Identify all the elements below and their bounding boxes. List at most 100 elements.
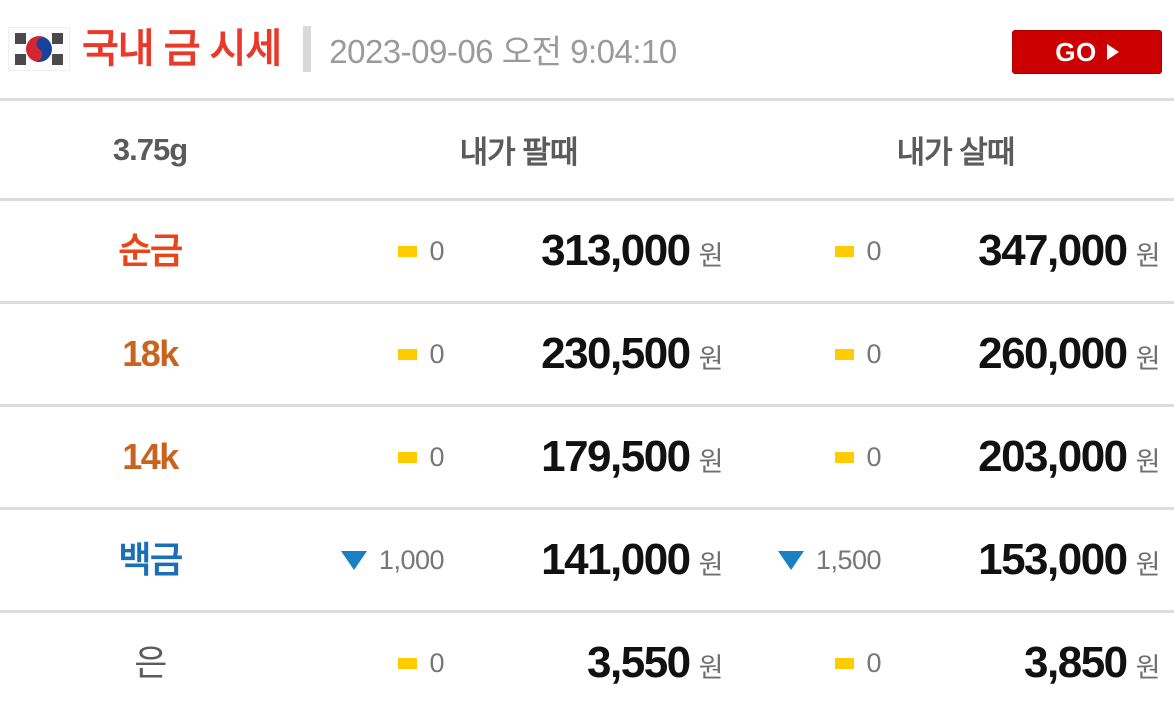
- price-value-sell: 179,500: [541, 432, 691, 481]
- price-unit-sell: 원: [698, 653, 724, 683]
- table-row[interactable]: 백금 1,000 141,000 원 1,500 153,000 원: [0, 510, 1174, 610]
- price-group-buy: 347,000 원: [887, 226, 1174, 276]
- change-group-sell: 0: [300, 339, 450, 370]
- cell-buy: 1,500 153,000 원: [737, 535, 1174, 585]
- cell-buy: 0 347,000 원: [737, 226, 1174, 276]
- change-value-buy: 0: [866, 235, 881, 266]
- table-row[interactable]: 순금 0 313,000 원 0 347,000 원: [0, 201, 1174, 301]
- cell-buy: 0 203,000 원: [737, 432, 1174, 482]
- price-value-sell: 3,550: [587, 638, 691, 687]
- price-value-buy: 347,000: [978, 226, 1128, 275]
- table-row[interactable]: 18k 0 230,500 원 0 260,000 원: [0, 304, 1174, 404]
- header-divider: [303, 26, 312, 72]
- change-group-buy: 1,500: [737, 545, 887, 576]
- header-title-group: 국내 금 시세 2023-09-06 오전 9:04:10: [8, 0, 677, 98]
- row-label: 18k: [122, 333, 179, 374]
- change-group-sell: 0: [300, 648, 450, 679]
- row-label: 14k: [122, 436, 179, 477]
- column-header-unit-label: 3.75g: [112, 131, 188, 167]
- flag-trigram-top-left: [15, 33, 26, 44]
- price-unit-buy: 원: [1135, 550, 1161, 580]
- go-button-label: GO: [1055, 37, 1097, 67]
- change-value-sell: 0: [429, 235, 444, 266]
- price-value-buy: 3,850: [1024, 638, 1128, 687]
- change-value-sell: 0: [429, 338, 444, 369]
- cell-sell: 0 179,500 원: [300, 432, 737, 482]
- row-label-cell: 은: [0, 645, 300, 681]
- change-flat-icon: [398, 657, 418, 669]
- column-header-buy: 내가 살때: [737, 127, 1174, 172]
- go-button[interactable]: GO: [1012, 30, 1162, 74]
- flag-trigram-bottom-right: [52, 54, 63, 65]
- price-group-sell: 179,500 원: [450, 432, 737, 482]
- change-flat-icon: [835, 245, 855, 257]
- change-flat-icon: [398, 245, 418, 257]
- column-header-sell: 내가 팔때: [300, 127, 737, 172]
- price-unit-buy: 원: [1135, 241, 1161, 271]
- change-group-sell: 0: [300, 236, 450, 267]
- cell-sell: 0 313,000 원: [300, 226, 737, 276]
- change-group-buy: 0: [737, 648, 887, 679]
- table-body: 순금 0 313,000 원 0 347,000 원 18k 0 230,500 원 0 260,000…: [0, 198, 1174, 713]
- row-label-cell: 18k: [0, 336, 300, 372]
- widget-header: 국내 금 시세 2023-09-06 오전 9:04:10 GO: [0, 0, 1174, 98]
- price-group-buy: 3,850 원: [887, 638, 1174, 688]
- change-value-buy: 0: [866, 338, 881, 369]
- page-title: 국내 금 시세: [82, 27, 282, 71]
- price-group-buy: 203,000 원: [887, 432, 1174, 482]
- flag-trigram-bottom-left: [15, 54, 26, 65]
- column-header-unit: 3.75g: [0, 132, 300, 168]
- divider-top: [0, 98, 1174, 101]
- change-flat-icon: [835, 348, 855, 360]
- change-flat-icon: [398, 348, 418, 360]
- price-value-buy: 260,000: [978, 329, 1128, 378]
- change-group-buy: 0: [737, 236, 887, 267]
- cell-buy: 0 260,000 원: [737, 329, 1174, 379]
- price-unit-sell: 원: [698, 447, 724, 477]
- change-group-sell: 0: [300, 442, 450, 473]
- table-header-row: 3.75g 내가 팔때 내가 살때: [0, 101, 1174, 198]
- change-value-buy: 0: [866, 647, 881, 678]
- korea-flag-icon: [8, 27, 70, 71]
- row-label-cell: 순금: [0, 233, 300, 269]
- timestamp-label: 2023-09-06 오전 9:04:10: [329, 33, 677, 70]
- cell-sell: 0 230,500 원: [300, 329, 737, 379]
- row-divider: [0, 301, 1174, 304]
- change-value-buy: 1,500: [815, 544, 882, 575]
- price-value-sell: 141,000: [541, 535, 691, 584]
- price-unit-sell: 원: [698, 550, 724, 580]
- row-divider: [0, 404, 1174, 407]
- price-group-sell: 3,550 원: [450, 638, 737, 688]
- row-divider: [0, 507, 1174, 510]
- row-label-cell: 백금: [0, 542, 300, 578]
- price-unit-buy: 원: [1135, 344, 1161, 374]
- change-flat-icon: [835, 451, 855, 463]
- play-arrow-icon: [1106, 44, 1119, 60]
- row-label: 순금: [118, 230, 183, 271]
- price-group-buy: 153,000 원: [887, 535, 1174, 585]
- row-label: 백금: [118, 539, 183, 580]
- change-group-sell: 1,000: [300, 545, 450, 576]
- change-flat-icon: [835, 657, 855, 669]
- price-unit-buy: 원: [1135, 447, 1161, 477]
- change-flat-icon: [398, 451, 418, 463]
- change-value-buy: 0: [866, 441, 881, 472]
- change-down-icon: [777, 550, 804, 570]
- column-header-sell-label: 내가 팔때: [459, 135, 579, 170]
- price-value-buy: 203,000: [978, 432, 1128, 481]
- flag-trigram-top-right: [52, 33, 63, 44]
- price-unit-sell: 원: [698, 344, 724, 374]
- price-value-sell: 230,500: [541, 329, 691, 378]
- price-unit-buy: 원: [1135, 653, 1161, 683]
- price-unit-sell: 원: [698, 241, 724, 271]
- price-value-buy: 153,000: [978, 535, 1128, 584]
- change-down-icon: [340, 550, 367, 570]
- row-divider: [0, 610, 1174, 613]
- table-row[interactable]: 은 0 3,550 원 0 3,850 원: [0, 613, 1174, 713]
- change-group-buy: 0: [737, 442, 887, 473]
- price-group-buy: 260,000 원: [887, 329, 1174, 379]
- table-row[interactable]: 14k 0 179,500 원 0 203,000 원: [0, 407, 1174, 507]
- cell-sell: 1,000 141,000 원: [300, 535, 737, 585]
- change-group-buy: 0: [737, 339, 887, 370]
